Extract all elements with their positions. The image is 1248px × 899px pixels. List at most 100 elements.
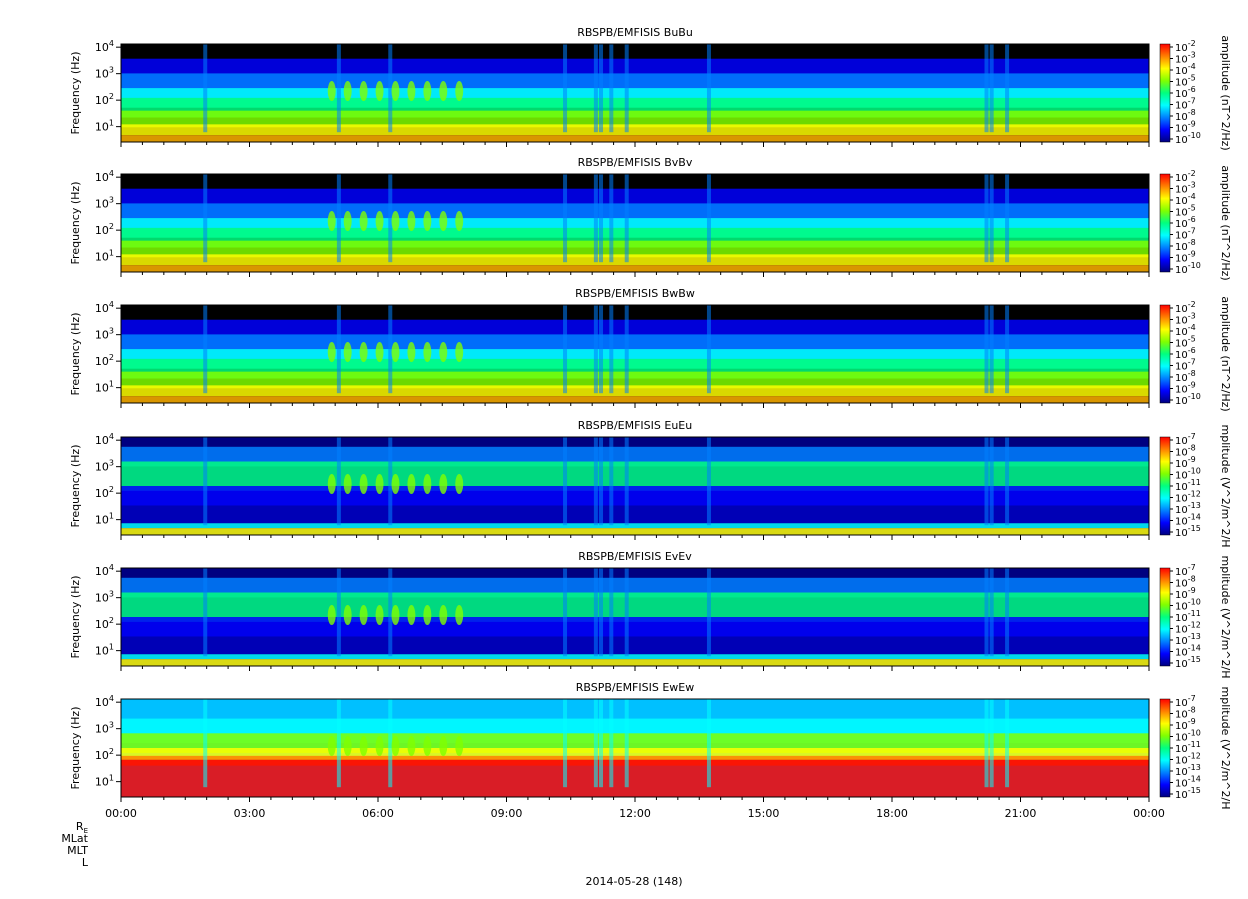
colorbar-tick-label: 10-12 [1175, 490, 1201, 505]
colorbar-tick-label: 10-9 [1175, 455, 1196, 470]
colorbar-tick-label: 10-15 [1175, 524, 1201, 539]
x-tick-label: 12:00 [619, 807, 651, 820]
colorbar-tick-label: 10-7 [1175, 227, 1196, 242]
x-tick-label: 00:00 [1133, 807, 1165, 820]
colorbar-tick-label: 10-8 [1175, 575, 1196, 590]
colorbar-tick-label: 10-5 [1175, 204, 1196, 219]
colorbar-tick-label: 10-10 [1175, 131, 1201, 146]
colorbar-tick-label: 10-2 [1175, 39, 1196, 54]
y-tick-label: 104 [95, 300, 114, 315]
colorbar-tick-label: 10-3 [1175, 181, 1196, 196]
colorbar-tick-label: 10-10 [1175, 598, 1201, 613]
ephemeris-label: RE [75, 820, 88, 836]
colorbar-tick-label: 10-6 [1175, 346, 1196, 361]
spectrogram-panel-1: RBSPB/EMFISIS BuBu Frequency (Hz) 101 102 10… [69, 26, 1232, 151]
colorbar-tick-label: 10-12 [1175, 752, 1201, 767]
colorbar-tick-label: 10-2 [1175, 300, 1196, 315]
colorbar-tick-label: 10-14 [1175, 513, 1201, 528]
colorbar-tick-label: 10-10 [1175, 467, 1201, 482]
colorbar-tick-label: 10-15 [1175, 786, 1201, 801]
y-tick-label: 101 [95, 249, 114, 264]
y-axis-label: Frequency (Hz) [69, 182, 82, 265]
ephemeris-label: MLT [67, 844, 88, 857]
colorbar-tick-label: 10-10 [1175, 261, 1201, 276]
y-tick-label: 102 [95, 747, 114, 762]
colorbar [1159, 304, 1171, 404]
colorbar [1159, 436, 1171, 536]
colorbar-tick-label: 10-7 [1175, 432, 1196, 447]
colorbar-tick-label: 10-9 [1175, 717, 1196, 732]
colorbar [1159, 43, 1171, 143]
colorbar-tick-label: 10-6 [1175, 215, 1196, 230]
y-axis-label: Frequency (Hz) [69, 445, 82, 528]
colorbar-tick-label: 10-8 [1175, 444, 1196, 459]
colorbar-tick-label: 10-11 [1175, 609, 1201, 624]
y-axis-label: Frequency (Hz) [69, 707, 82, 790]
x-tick-label: 18:00 [876, 807, 908, 820]
colorbar-label: amplitude (nT^2/Hz) [1219, 165, 1232, 280]
colorbar-tick-label: 10-3 [1175, 51, 1196, 66]
colorbar-tick-label: 10-2 [1175, 169, 1196, 184]
ephemeris-label: MLat [61, 832, 88, 845]
spectrogram-panel-6: RBSPB/EMFISIS EwEw Frequency (Hz) 101 102 10… [69, 681, 1232, 810]
colorbar-label: amplitude (nT^2/Hz) [1219, 296, 1232, 411]
y-tick-label: 102 [95, 616, 114, 631]
y-tick-label: 103 [95, 721, 114, 736]
colorbar-tick-label: 10-7 [1175, 358, 1196, 373]
colorbar-tick-label: 10-7 [1175, 694, 1196, 709]
colorbar-tick-label: 10-8 [1175, 706, 1196, 721]
x-tick-label: 03:00 [234, 807, 266, 820]
colorbar-tick-label: 10-4 [1175, 323, 1196, 338]
x-tick-label: 00:00 [105, 807, 137, 820]
colorbar [1159, 567, 1171, 667]
y-axis-label: Frequency (Hz) [69, 52, 82, 135]
spectrogram-image [121, 44, 1149, 142]
colorbar-tick-label: 10-5 [1175, 74, 1196, 89]
colorbar-tick-label: 10-10 [1175, 729, 1201, 744]
colorbar-label: mplitude (V^2/m^2/H [1219, 687, 1232, 810]
colorbar-tick-label: 10-4 [1175, 192, 1196, 207]
colorbar-tick-label: 10-9 [1175, 586, 1196, 601]
colorbar-label: mplitude (V^2/m^2/H [1219, 556, 1232, 679]
y-tick-label: 102 [95, 485, 114, 500]
y-tick-label: 101 [95, 774, 114, 789]
y-tick-label: 103 [95, 66, 114, 81]
y-tick-label: 102 [95, 353, 114, 368]
spectrogram-image [121, 305, 1149, 403]
y-tick-label: 102 [95, 92, 114, 107]
colorbar-tick-label: 10-6 [1175, 85, 1196, 100]
panel-title: RBSPB/EMFISIS BwBw [575, 287, 695, 300]
spectrogram-panel-2: RBSPB/EMFISIS BvBv Frequency (Hz) 101 102 10… [69, 156, 1232, 281]
x-tick-label: 09:00 [491, 807, 523, 820]
y-tick-label: 102 [95, 222, 114, 237]
y-tick-label: 104 [95, 39, 114, 54]
colorbar-label: amplitude (nT^2/Hz) [1219, 35, 1232, 150]
y-tick-label: 103 [95, 196, 114, 211]
ephemeris-label: L [81, 856, 88, 869]
colorbar-tick-label: 10-8 [1175, 238, 1196, 253]
x-tick-label: 21:00 [1005, 807, 1037, 820]
colorbar-tick-label: 10-3 [1175, 312, 1196, 327]
colorbar-tick-label: 10-14 [1175, 775, 1201, 790]
spectrogram-panel-4: RBSPB/EMFISIS EuEu Frequency (Hz) 101 102 10… [69, 419, 1232, 548]
x-tick-label: 15:00 [748, 807, 780, 820]
colorbar-tick-label: 10-9 [1175, 250, 1196, 265]
spectrogram-panel-5: RBSPB/EMFISIS EvEv Frequency (Hz) 101 102 10… [69, 550, 1232, 679]
y-tick-label: 104 [95, 169, 114, 184]
spectrogram-image [121, 437, 1149, 535]
colorbar-tick-label: 10-7 [1175, 563, 1196, 578]
colorbar-tick-label: 10-14 [1175, 644, 1201, 659]
panel-title: RBSPB/EMFISIS BuBu [577, 26, 693, 39]
colorbar-tick-label: 10-5 [1175, 335, 1196, 350]
panel-title: RBSPB/EMFISIS BvBv [578, 156, 693, 169]
spectrogram-image [121, 699, 1149, 797]
panel-title: RBSPB/EMFISIS EuEu [578, 419, 692, 432]
colorbar-tick-label: 10-15 [1175, 655, 1201, 670]
colorbar-tick-label: 10-8 [1175, 108, 1196, 123]
colorbar-tick-label: 10-9 [1175, 120, 1196, 135]
y-tick-label: 104 [95, 563, 114, 578]
y-tick-label: 104 [95, 432, 114, 447]
y-tick-label: 103 [95, 327, 114, 342]
y-tick-label: 104 [95, 694, 114, 709]
y-tick-label: 103 [95, 459, 114, 474]
